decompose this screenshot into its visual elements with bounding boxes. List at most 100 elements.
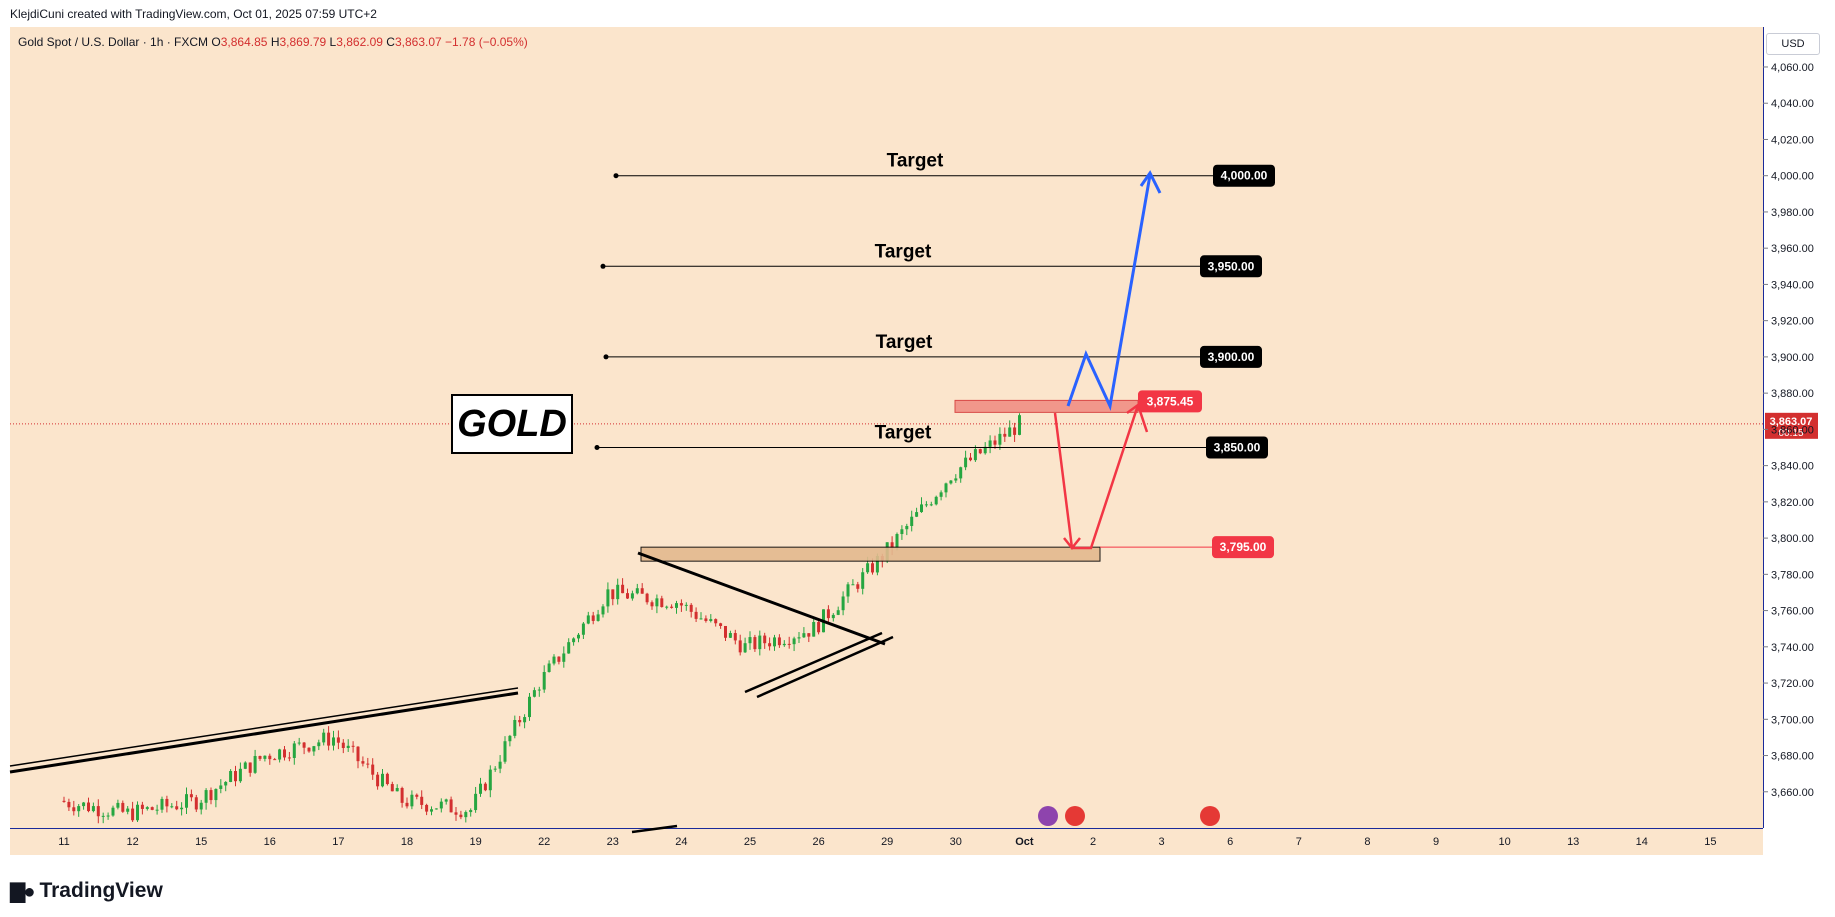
candle-body: [332, 737, 335, 746]
candle-body: [361, 761, 365, 764]
candle-body: [91, 806, 95, 812]
candle-body: [430, 809, 433, 812]
y-tick-label: 3,740.00: [1771, 642, 1814, 654]
candle-body: [890, 542, 894, 548]
currency-button[interactable]: USD: [1766, 33, 1820, 55]
x-tick-label: 15: [1704, 836, 1716, 848]
brand-name: TradingView: [39, 879, 163, 902]
candle-body: [586, 615, 590, 624]
candle-body: [464, 812, 468, 818]
target-price-badge: [1200, 345, 1262, 368]
candle-body: [939, 492, 943, 497]
candle-body: [924, 504, 928, 506]
candle-body: [768, 643, 772, 647]
candle-body: [390, 784, 394, 792]
candle-body: [777, 637, 781, 646]
candle-body: [601, 606, 605, 615]
candle-body: [856, 584, 860, 589]
x-tick-label: Oct: [1015, 836, 1034, 848]
x-tick-label: 3: [1159, 836, 1165, 848]
trendline-upper: [9, 691, 519, 774]
candle-body: [841, 596, 845, 611]
candle-body: [900, 529, 904, 535]
candle-body: [101, 815, 105, 817]
target-price-badge: [1200, 255, 1262, 278]
y-tick-label: 3,880.00: [1771, 388, 1814, 400]
resistance-price-badge: [1138, 390, 1202, 413]
candle-body: [243, 762, 247, 769]
candle-body: [395, 787, 399, 792]
candle-body: [532, 690, 536, 697]
attribution-text: KlejdiCuni created with TradingView.com,…: [10, 7, 377, 21]
y-tick-label: 3,780.00: [1771, 569, 1814, 581]
candle-body: [920, 504, 923, 513]
candle-body: [62, 800, 66, 802]
candle-body: [640, 588, 644, 594]
low-value: 3,862.09: [336, 35, 383, 49]
candle-body: [714, 619, 718, 624]
triangle-upper: [637, 551, 886, 646]
candle-body: [341, 742, 345, 749]
candle-body: [479, 783, 482, 794]
support-price-value: 3,795.00: [1220, 540, 1267, 554]
chart-area[interactable]: [10, 27, 1763, 828]
candle-body: [650, 602, 654, 607]
y-tick-label: 3,700.00: [1771, 714, 1814, 726]
target-price-badge: [1213, 164, 1275, 187]
x-tick-label: 19: [469, 836, 481, 848]
candle-body: [572, 638, 576, 643]
candle-body: [238, 768, 242, 782]
candle-body: [454, 812, 458, 815]
candle-body: [704, 618, 708, 621]
candle-body: [72, 807, 76, 812]
triangle-lower-2: [756, 635, 894, 699]
candle-body: [787, 643, 791, 645]
candle-body: [812, 622, 816, 637]
candle-body: [846, 584, 850, 597]
candle-body: [312, 746, 316, 752]
us-flag-event-icon-2: [1200, 806, 1220, 826]
candle-body: [518, 719, 522, 723]
candle-body: [155, 809, 159, 811]
support-price-badge: [1212, 536, 1274, 559]
candle-body: [77, 806, 81, 812]
candle-body: [336, 737, 340, 743]
candle-body: [503, 741, 507, 762]
candle-body: [366, 763, 370, 765]
x-tick-label: 16: [264, 836, 276, 848]
candle-body: [797, 637, 801, 639]
candle-body: [1018, 415, 1021, 435]
us-flag-event-icon: [1065, 806, 1085, 826]
candle-body: [400, 787, 404, 803]
x-tick-label: 30: [950, 836, 962, 848]
candle-body: [439, 801, 443, 809]
x-tick-label: 9: [1433, 836, 1439, 848]
x-tick-label: 24: [675, 836, 687, 848]
candle-body: [964, 457, 968, 468]
bullish-projection-path: [1066, 174, 1152, 412]
candle-body: [356, 746, 360, 762]
target-label: Target: [875, 241, 932, 262]
candle-body: [415, 794, 419, 797]
candle-body: [655, 598, 659, 607]
candle-body: [694, 611, 698, 619]
candle-body: [263, 755, 267, 759]
candle-body: [626, 593, 629, 599]
high-label: H: [270, 35, 280, 49]
time-axis[interactable]: [10, 828, 1763, 855]
candle-body: [861, 572, 865, 589]
candle-body: [444, 799, 448, 802]
candle-body: [106, 815, 110, 817]
candle-body: [371, 764, 375, 775]
candle-body: [307, 747, 311, 752]
candle-body: [214, 788, 218, 801]
candle-body: [591, 615, 595, 621]
candle-body: [180, 807, 184, 810]
candle-body: [189, 794, 193, 798]
candle-body: [679, 603, 683, 606]
candle-body: [292, 743, 296, 758]
y-tick-label: 3,900.00: [1771, 352, 1814, 364]
y-tick-label: 3,840.00: [1771, 461, 1814, 473]
candle-body: [111, 807, 115, 816]
y-tick-label: 3,720.00: [1771, 678, 1814, 690]
